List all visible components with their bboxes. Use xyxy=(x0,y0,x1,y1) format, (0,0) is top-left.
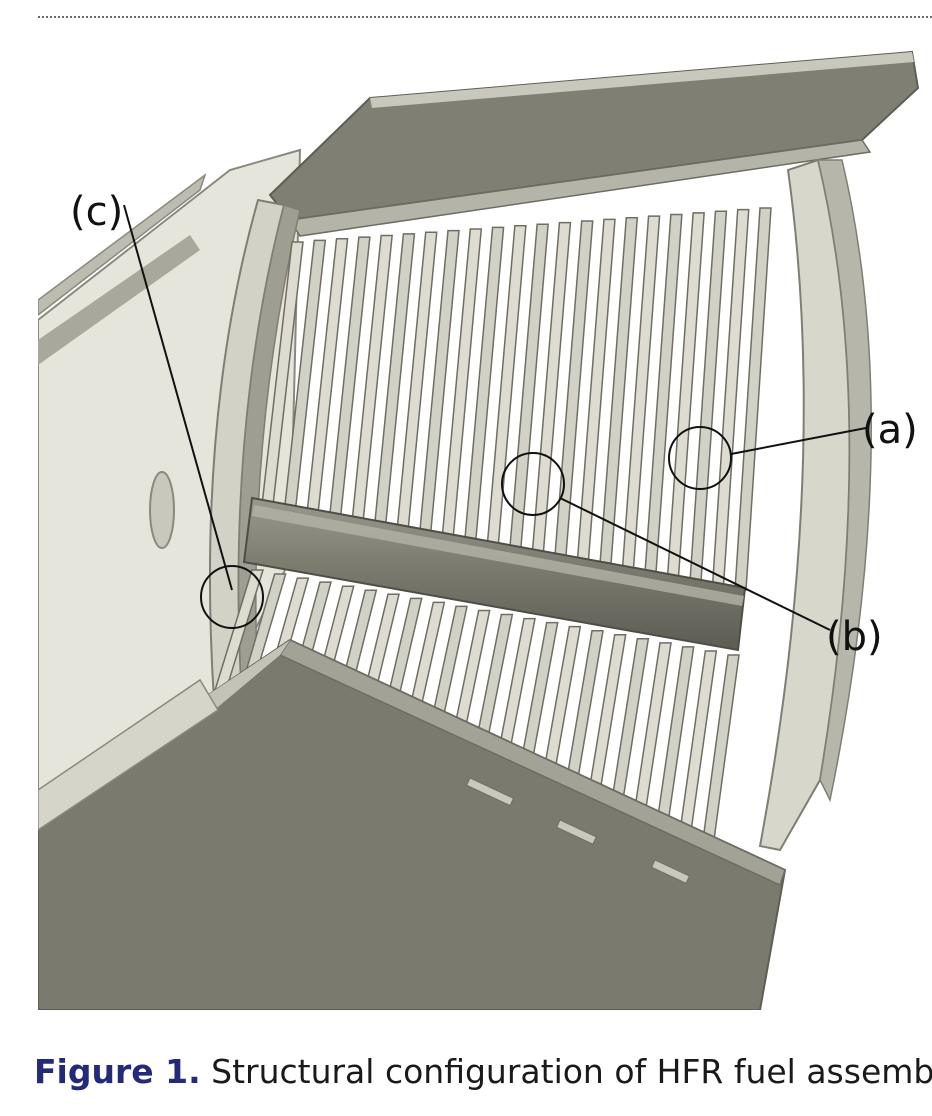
side-peg xyxy=(149,471,175,549)
bottom-plate-left-face xyxy=(200,640,290,712)
label-b: (b) xyxy=(826,614,883,660)
fuel-assembly-illustration: (a) (b) (c) xyxy=(38,50,920,1010)
left-wall-edge xyxy=(38,172,207,316)
bottom-plate-top-edge xyxy=(278,639,786,887)
fuel-plates-upper xyxy=(261,207,772,591)
label-a: (a) xyxy=(862,407,918,453)
figure-caption: Figure 1. Structural configuration of HF… xyxy=(34,1052,932,1091)
caption-text: Structural configuration of HFR fuel ass… xyxy=(211,1052,932,1091)
central-rod-highlight xyxy=(252,505,744,606)
left-wall-shadow xyxy=(38,235,200,365)
figure-number: Figure 1. xyxy=(34,1052,201,1091)
label-c: (c) xyxy=(70,189,123,235)
detail-circle-a xyxy=(668,426,732,490)
detail-circle-b xyxy=(501,452,565,516)
top-plate-lip xyxy=(370,52,914,108)
lower-left-rail xyxy=(38,678,220,831)
detail-circle-c xyxy=(200,565,264,629)
leader-line-c xyxy=(123,204,233,591)
top-dotted-rule xyxy=(38,16,932,18)
leader-line-b xyxy=(559,497,831,631)
right-outer-frame xyxy=(817,159,873,803)
top-plate-front-edge xyxy=(288,139,872,237)
leader-line-a xyxy=(730,427,867,455)
